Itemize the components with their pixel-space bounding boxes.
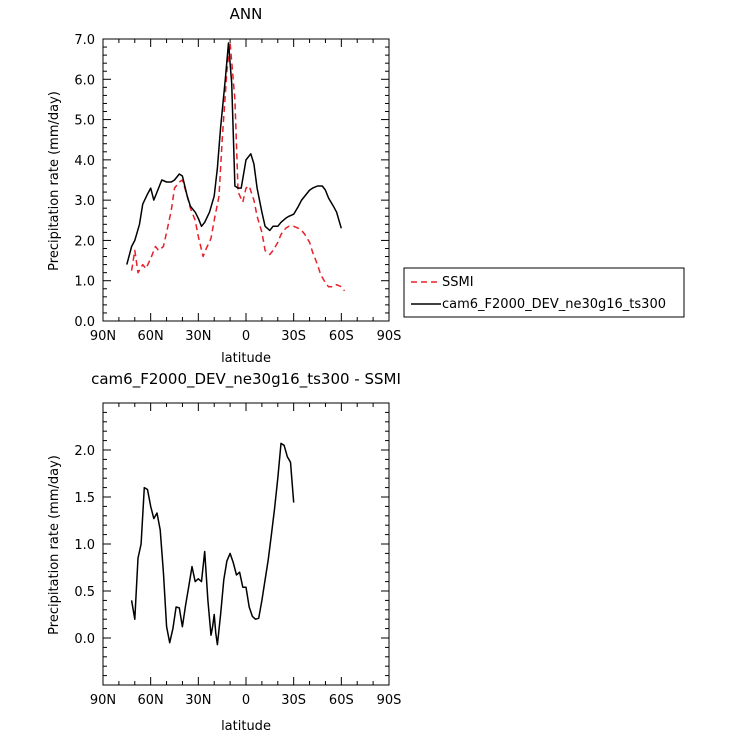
top-xtick-label: 30S [281, 329, 306, 344]
top-ytick-label: 1.0 [74, 275, 95, 290]
bottom-xlabel: latitude [221, 719, 271, 734]
top-ticks: 90N 60N 30N 0 30S 60S 90S 0.0 1.0 2.0 3.0 4.0 5.0 6.0… [74, 33, 401, 344]
bottom-ytick-label: 2.0 [74, 444, 95, 459]
top-series-group [126, 42, 346, 292]
bottom-xtick-label: 0 [242, 693, 250, 708]
top-ytick-label: 5.0 [74, 114, 95, 129]
top-xtick-label: 90S [377, 329, 402, 344]
bottom-xtick-label: 30S [281, 693, 306, 708]
bottom-xtick-label: 60N [138, 693, 164, 708]
top-xtick-label: 0 [242, 329, 250, 344]
top-ytick-label: 0.0 [74, 315, 95, 330]
legend-label-cam6: cam6_F2000_DEV_ne30g16_ts300 [442, 297, 666, 312]
bottom-series-line-0 [130, 442, 295, 646]
bottom-ticks: 90N 60N 30N 0 30S 60S 90S 0.0 0.5 1.0 1.5 2.0 [74, 402, 402, 708]
bottom-ylabel: Precipitation rate (mm/day) [47, 455, 62, 635]
top-xtick-label: 90N [90, 329, 116, 344]
bottom-ytick-label: 1.5 [74, 491, 95, 506]
top-series-line-0 [130, 42, 346, 292]
top-title: ANN [230, 5, 263, 23]
bottom-xtick-label: 30N [185, 693, 211, 708]
top-ytick-label: 4.0 [74, 154, 95, 169]
top-ytick-label: 6.0 [74, 73, 95, 88]
legend-box [403, 267, 685, 318]
top-xlabel: latitude [221, 351, 271, 366]
bottom-xtick-label: 90S [377, 693, 402, 708]
top-ytick-label: 7.0 [74, 33, 95, 48]
top-xtick-label: 30N [185, 329, 211, 344]
top-ylabel: Precipitation rate (mm/day) [47, 91, 62, 271]
bottom-ytick-label: 0.0 [74, 632, 95, 647]
bottom-title: cam6_F2000_DEV_ne30g16_ts300 - SSMI [91, 370, 401, 389]
bottom-series-group [130, 442, 295, 646]
bottom-ytick-label: 0.5 [74, 585, 95, 600]
bottom-panel: cam6_F2000_DEV_ne30g16_ts300 - SSMI lati… [47, 370, 401, 734]
top-xtick-label: 60N [138, 329, 164, 344]
top-panel: ANN latitude Precipitation rate (mm/day)… [47, 5, 401, 366]
legend: SSMI cam6_F2000_DEV_ne30g16_ts300 [403, 267, 685, 318]
bottom-xtick-label: 90N [90, 693, 116, 708]
top-ytick-label: 3.0 [74, 194, 95, 209]
top-series-line-1 [126, 42, 343, 265]
bottom-xtick-label: 60S [329, 693, 354, 708]
bottom-ytick-label: 1.0 [74, 538, 95, 553]
top-plot-frame [102, 38, 390, 322]
bottom-plot-frame [102, 402, 390, 686]
top-xtick-label: 60S [329, 329, 354, 344]
top-ytick-label: 2.0 [74, 234, 95, 249]
legend-label-ssmi: SSMI [442, 275, 474, 290]
